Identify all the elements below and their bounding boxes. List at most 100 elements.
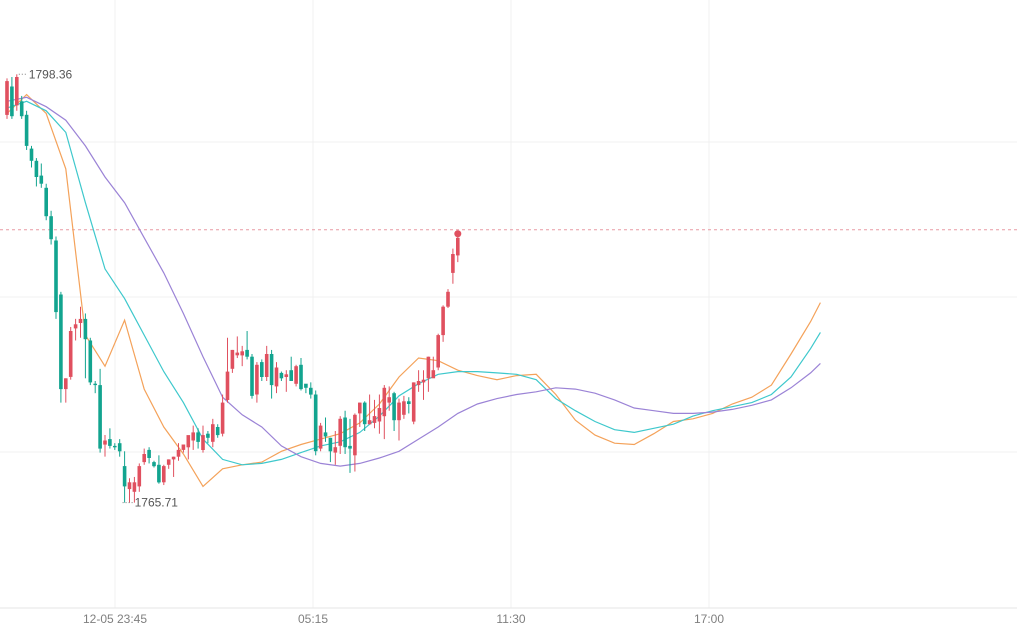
candle-body [338, 418, 342, 446]
candle [162, 464, 166, 486]
candle [225, 337, 230, 403]
candle-body [211, 424, 215, 442]
candle [215, 424, 220, 438]
candle-body [83, 318, 88, 340]
candle [274, 362, 279, 394]
candle-body [294, 366, 298, 384]
candle-body [34, 160, 39, 177]
candle [294, 364, 298, 387]
candle [201, 425, 205, 453]
candle [196, 428, 200, 449]
candle [313, 390, 318, 456]
candle-body [117, 443, 122, 452]
candle-body [215, 427, 220, 436]
candle [83, 313, 88, 379]
candle-body [289, 370, 293, 381]
candle [54, 236, 58, 319]
candle-body [196, 432, 200, 442]
candle-body [260, 362, 264, 377]
candle [353, 413, 357, 472]
candle-body [5, 81, 9, 115]
candle-body [436, 335, 440, 368]
candle-body [426, 356, 431, 379]
candle-body [255, 364, 259, 395]
candle-body [49, 216, 53, 240]
candle [299, 358, 303, 391]
candle-body [397, 402, 401, 421]
candle-body [78, 318, 83, 323]
candle [372, 399, 377, 429]
candle [328, 437, 333, 463]
x-axis: 12-05 23:45 05:15 11:30 17:00 [83, 612, 724, 626]
candle [98, 368, 102, 453]
candle [44, 183, 48, 221]
candle [132, 476, 137, 503]
candle [113, 443, 117, 450]
candle [186, 435, 191, 460]
candle-body [186, 435, 191, 448]
candle-body [431, 370, 436, 379]
candle [269, 349, 274, 399]
candle-body [240, 351, 244, 356]
high-label: 1798.36 [29, 67, 73, 81]
candle [377, 394, 382, 434]
candle [230, 349, 235, 373]
candle [206, 431, 210, 444]
x-tick-label: 05:15 [298, 612, 328, 626]
candle [402, 395, 406, 419]
x-tick-label: 17:00 [694, 612, 724, 626]
candle-body [313, 394, 318, 452]
candle [407, 397, 411, 414]
candle-body [318, 425, 323, 449]
candle-body [411, 382, 416, 422]
candle [93, 381, 97, 394]
candle-body [147, 449, 151, 458]
candle-body [416, 381, 421, 386]
candle-body [402, 401, 406, 415]
candle-body [29, 148, 34, 161]
ma-line-3 [6, 96, 821, 467]
candle-body [137, 466, 142, 487]
low-label: 1765.71 [135, 496, 179, 510]
candle [250, 353, 254, 399]
candle [220, 394, 225, 437]
candle [171, 456, 176, 477]
candle-body [274, 367, 279, 387]
candle-body [171, 456, 176, 460]
candle-body [456, 237, 460, 256]
candle [157, 455, 161, 484]
candle-body [407, 401, 411, 404]
candle-body [88, 340, 93, 383]
candle-body [68, 331, 73, 377]
candle-body [353, 414, 357, 456]
candle-body [372, 416, 377, 423]
candle [382, 385, 387, 440]
candle-body [235, 352, 240, 356]
candle-body [132, 482, 137, 492]
candle [166, 459, 171, 469]
candle [451, 248, 455, 284]
candle-body [98, 385, 102, 449]
candle [34, 158, 39, 187]
candle-body [362, 402, 367, 425]
candle-body [382, 387, 387, 417]
candle-body [162, 466, 166, 483]
candle-body [230, 349, 235, 369]
candle-body [206, 433, 210, 438]
candle-body [279, 372, 284, 379]
candle [191, 425, 195, 450]
candle [343, 410, 347, 454]
candle-body [220, 402, 225, 434]
candle [387, 386, 391, 411]
candle [309, 382, 313, 399]
candle-body [142, 454, 146, 463]
candle [245, 331, 249, 360]
candle [362, 401, 367, 432]
candle-body [284, 374, 289, 377]
candle [436, 333, 440, 371]
candle [289, 356, 293, 382]
candle [29, 145, 34, 168]
candle [367, 394, 372, 425]
candle-body [269, 354, 274, 386]
candle [416, 370, 421, 392]
